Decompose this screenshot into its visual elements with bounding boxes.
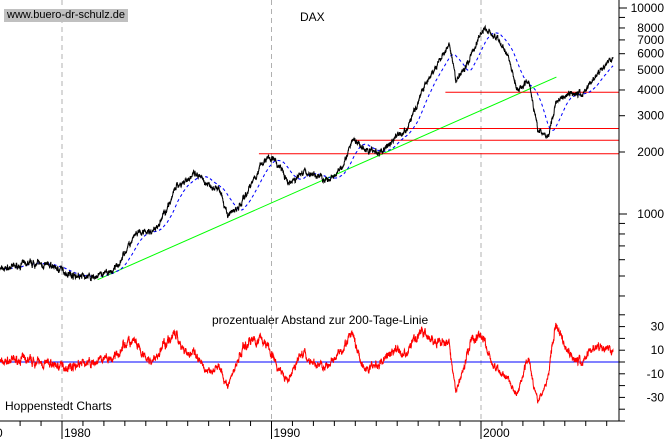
y-tick-label: 10000	[631, 1, 665, 15]
osc-tick-label: -30	[647, 390, 665, 404]
oscillator-line	[0, 322, 614, 404]
osc-tick-label: -10	[647, 367, 665, 381]
watermark: www.buero-dr-schulz.de	[4, 9, 128, 22]
y-tick-label: 2000	[637, 145, 664, 159]
dax-line	[0, 24, 614, 282]
source-label: Hoppenstedt Charts	[5, 399, 112, 413]
chart-title: DAX	[300, 10, 325, 24]
y-tick-label: 5000	[637, 63, 664, 77]
y-tick-label: 1000	[637, 207, 664, 221]
x-tick-label-partial: 0	[0, 426, 3, 439]
oscillator-title: prozentualer Abstand zur 200-Tage-Linie	[212, 313, 428, 327]
x-tick-label: 1980	[64, 426, 91, 439]
y-tick-label: 3000	[637, 109, 664, 123]
x-tick-label: 1990	[274, 426, 301, 439]
y-tick-label: 6000	[637, 47, 664, 61]
y-tick-label: 7000	[637, 33, 664, 47]
moving-average-line	[3, 32, 614, 278]
y-tick-label: 8000	[637, 21, 664, 35]
osc-tick-label: 10	[651, 343, 665, 357]
osc-tick-label: 30	[651, 320, 665, 334]
y-tick-label: 4000	[637, 83, 664, 97]
x-tick-label: 2000	[483, 426, 510, 439]
